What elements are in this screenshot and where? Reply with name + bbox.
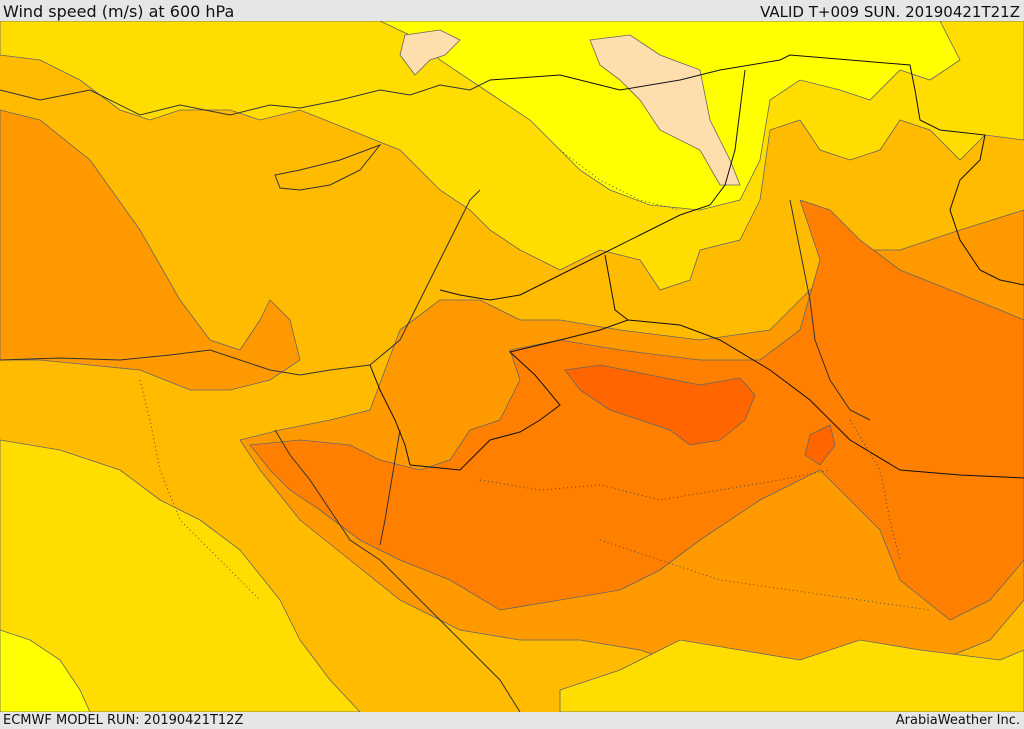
header-bar: Wind speed (m/s) at 600 hPa VALID T+009 …	[0, 0, 1024, 21]
valid-time: VALID T+009 SUN. 20190421T21Z	[760, 3, 1020, 21]
internal-boundaries	[139, 149, 931, 611]
credit: ArabiaWeather Inc.	[895, 713, 1020, 728]
footer-bar: ECMWF MODEL RUN: 20190421T12Z ArabiaWeat…	[0, 712, 1024, 729]
band-peak-east	[804, 424, 836, 466]
map-title: Wind speed (m/s) at 600 hPa	[3, 2, 235, 21]
band-low-southeast	[559, 639, 1024, 712]
calm-patch-2	[399, 29, 461, 76]
coastlines	[0, 79, 871, 712]
model-run: ECMWF MODEL RUN: 20190421T12Z	[3, 713, 244, 728]
borders	[369, 54, 1024, 479]
band-high-west	[0, 109, 301, 391]
wind-speed-map	[0, 21, 1024, 712]
calm-patch-1	[589, 34, 741, 186]
band-low-southwest	[0, 439, 361, 712]
band-lowest-southwest	[0, 629, 91, 712]
band-peak	[564, 364, 756, 446]
